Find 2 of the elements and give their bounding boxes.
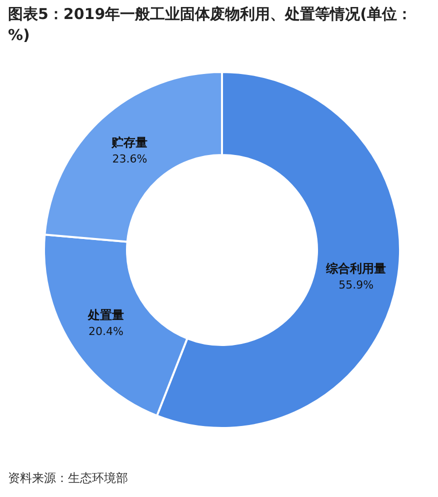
chart-title: 图表5：2019年一般工业固体废物利用、处置等情况(单位：%) — [8, 4, 414, 46]
text: 资料来源：生态环境部 — [8, 470, 128, 487]
